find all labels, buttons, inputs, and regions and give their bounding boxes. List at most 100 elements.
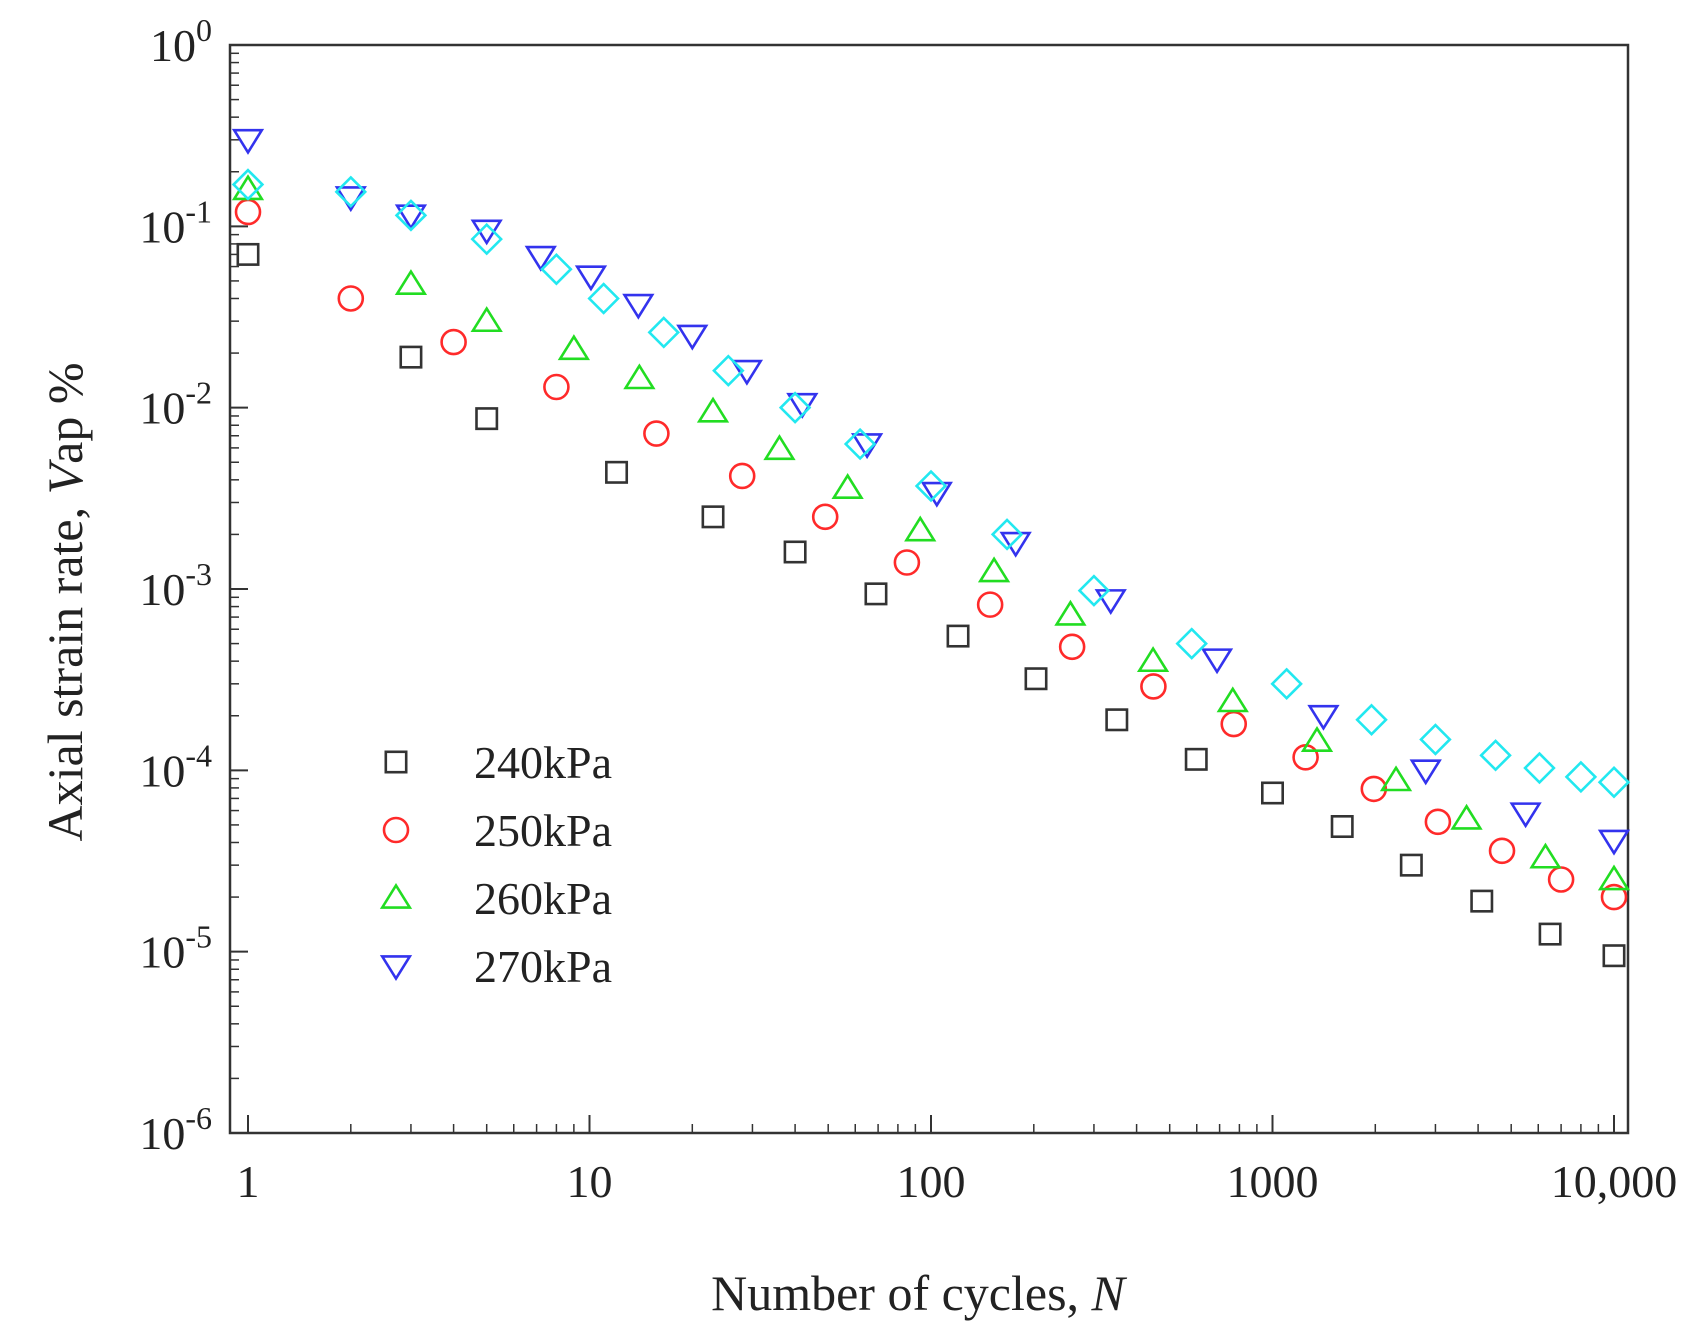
data-point: [696, 396, 730, 423]
data-point: [557, 334, 591, 361]
data-point: [470, 306, 503, 333]
data-point: [893, 549, 921, 576]
y-tick-label: 100: [150, 12, 212, 71]
x-axis-title: Number of cycles, N: [711, 1265, 1127, 1321]
data-point: [811, 503, 839, 531]
legend-marker: [379, 955, 413, 982]
data-point: [783, 540, 807, 564]
data-point: [1523, 751, 1556, 785]
data-point: [337, 285, 365, 312]
data-point: [763, 434, 796, 461]
data-point: [540, 252, 573, 286]
data-point: [701, 505, 725, 529]
legend: 240kPa 250kPa 260kPa 270kPa: [379, 737, 612, 992]
data-point: [843, 427, 877, 461]
data-point: [1200, 648, 1234, 675]
data-point: [831, 473, 864, 500]
y-axis-title: Axial strain rate, Vap %: [37, 363, 93, 842]
series-250kpa: [234, 198, 1628, 911]
data-point: [1300, 726, 1334, 752]
data-point: [643, 420, 670, 447]
data-point: [334, 175, 368, 209]
data-point: [676, 324, 709, 351]
series-unlabeled-4: [231, 168, 1631, 799]
data-point: [1270, 667, 1303, 701]
data-point: [1597, 765, 1631, 799]
data-point: [1105, 708, 1129, 732]
data-point: [1488, 837, 1516, 865]
data-point: [647, 316, 681, 349]
data-point: [1538, 922, 1562, 946]
series-240kpa: [236, 242, 1626, 968]
data-point: [605, 460, 629, 484]
data-point: [1600, 883, 1628, 911]
data-point: [470, 222, 503, 256]
data-point: [587, 282, 620, 315]
y-tick-label: 10-5: [139, 919, 212, 978]
y-tick-labels: 100 10-1 10-2 10-3 10-4 10-5 10-6: [139, 12, 212, 1159]
data-point: [904, 515, 937, 542]
data-point: [1399, 853, 1423, 877]
y-tick-label: 10-1: [139, 193, 212, 252]
data-point: [1470, 889, 1494, 913]
data-point: [1175, 627, 1208, 660]
plot-area: [228, 43, 1630, 1135]
x-tick-labels: 1 10 100 1000 10,000: [237, 1156, 1678, 1207]
data-point: [786, 392, 819, 419]
data-point: [778, 391, 812, 424]
y-tick-label: 10-3: [139, 556, 212, 615]
data-point: [1479, 739, 1512, 772]
data-point: [236, 242, 260, 266]
data-point: [1094, 589, 1127, 616]
data-point: [1419, 723, 1452, 756]
series-270kpa: [231, 128, 1631, 856]
data-point: [1355, 703, 1388, 737]
data-point: [1216, 686, 1249, 713]
data-point: [920, 481, 953, 508]
data-point: [1509, 802, 1542, 829]
axis-ticks: [230, 44, 1615, 1134]
data-point: [1424, 808, 1452, 836]
data-point: [1379, 765, 1413, 792]
data-point: [622, 293, 655, 320]
data-point: [728, 462, 756, 490]
y-tick-label: 10-2: [139, 375, 212, 434]
legend-label: 240kPa: [474, 737, 612, 788]
data-point: [475, 407, 499, 431]
legend-label: 250kPa: [474, 805, 612, 856]
data-point: [1058, 633, 1086, 661]
data-point: [1184, 747, 1208, 771]
data-point: [1597, 829, 1631, 856]
data-point: [1054, 599, 1087, 626]
data-point: [1261, 781, 1285, 805]
data-point: [574, 265, 608, 292]
data-point: [231, 128, 265, 155]
data-point: [524, 245, 557, 272]
data-point: [623, 363, 656, 390]
legend-label: 260kPa: [474, 873, 612, 924]
data-point: [1450, 803, 1483, 830]
data-point: [231, 168, 265, 201]
data-point: [990, 518, 1024, 551]
data-point: [1547, 866, 1575, 893]
x-tick-label: 1: [237, 1156, 260, 1207]
data-point: [234, 198, 262, 226]
plot-frame: [228, 43, 1630, 1135]
data-point: [1220, 710, 1248, 738]
data-point: [1307, 704, 1340, 731]
data-point: [1077, 574, 1111, 607]
data-point: [1409, 759, 1442, 786]
y-tick-label: 10-4: [139, 737, 212, 796]
legend-marker: [382, 816, 410, 844]
data-point: [999, 531, 1032, 558]
data-point: [946, 624, 970, 648]
data-point: [1564, 760, 1598, 794]
data-point: [1597, 864, 1631, 891]
y-tick-label: 10-6: [139, 1100, 212, 1159]
data-point: [1024, 667, 1048, 691]
data-point: [1330, 815, 1354, 839]
data-point: [1529, 842, 1562, 869]
data-point: [399, 345, 423, 369]
legend-marker: [384, 750, 408, 774]
